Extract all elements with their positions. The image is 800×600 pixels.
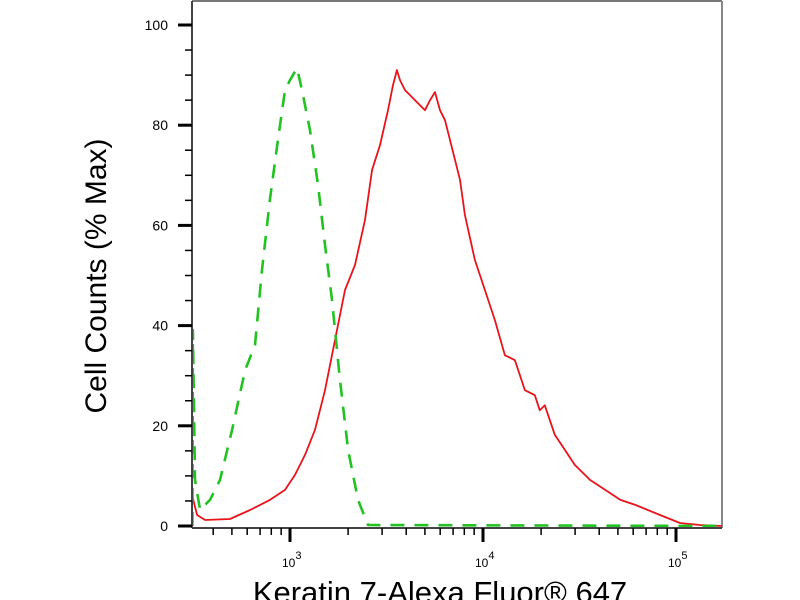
x-tick-label: 104 bbox=[475, 550, 494, 570]
plot-frame bbox=[192, 0, 723, 528]
series-line-stained bbox=[191, 69, 722, 527]
y-tick-label: 0 bbox=[160, 518, 168, 534]
y-tick-label: 100 bbox=[145, 17, 169, 33]
x-axis-title: Keratin 7-Alexa Fluor® 647 bbox=[253, 575, 627, 600]
series-layer bbox=[191, 66, 722, 528]
x-tick-label: 103 bbox=[282, 550, 301, 570]
x-tick-label: 105 bbox=[668, 550, 687, 570]
series-line-isotype-control bbox=[191, 66, 722, 528]
y-tick-label: 60 bbox=[152, 217, 168, 233]
y-tick-label: 20 bbox=[152, 418, 168, 434]
y-axis-title: Cell Counts (% Max) bbox=[80, 138, 113, 413]
y-tick-label: 40 bbox=[152, 318, 168, 334]
y-tick-label: 80 bbox=[152, 117, 168, 133]
x-axis: 103 104 105 bbox=[192, 527, 722, 570]
y-axis: 0 20 40 60 80 100 bbox=[145, 1, 193, 534]
